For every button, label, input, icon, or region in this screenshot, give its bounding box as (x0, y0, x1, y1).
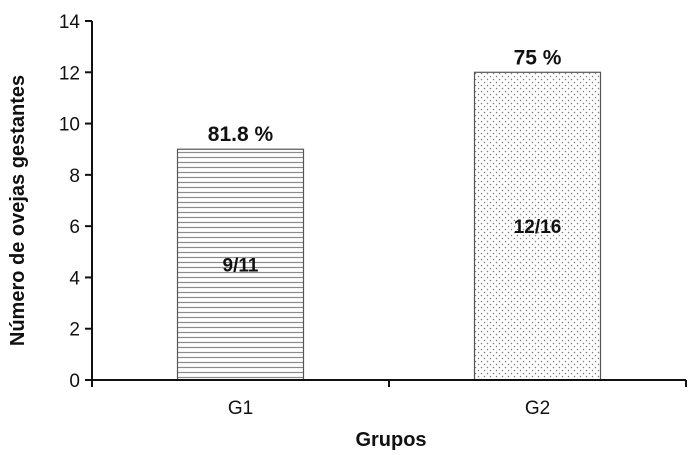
y-axis-title: Número de ovejas gestantes (7, 75, 29, 346)
x-tick-label: G2 (525, 398, 550, 419)
bar-g1 (176, 148, 305, 381)
x-tick-label: G1 (228, 398, 253, 419)
bar-percent-label: 75 % (514, 46, 562, 69)
y-tick-label: 2 (69, 320, 80, 341)
y-axis-ticks: 0 2 4 6 8 10 12 14 (59, 12, 92, 392)
y-tick-label: 12 (59, 63, 80, 84)
y-tick-label: 14 (59, 12, 81, 33)
x-axis-title: Grupos (355, 429, 426, 451)
bars-group (176, 71, 602, 381)
y-tick-label: 6 (69, 217, 80, 238)
bar-ratio-label: 12/16 (514, 217, 562, 238)
y-tick-label: 10 (59, 115, 80, 136)
bar-labels-group: 81.8 % 9/11 75 % 12/16 (208, 46, 562, 276)
bar-g2 (473, 71, 602, 381)
y-tick-label: 4 (69, 268, 80, 289)
bar-ratio-label: 9/11 (223, 256, 259, 277)
x-axis-ticks: G1 G2 (91, 380, 687, 419)
y-tick-label: 8 (69, 166, 80, 187)
y-tick-label: 0 (69, 371, 80, 392)
bar-percent-label: 81.8 % (208, 123, 274, 146)
